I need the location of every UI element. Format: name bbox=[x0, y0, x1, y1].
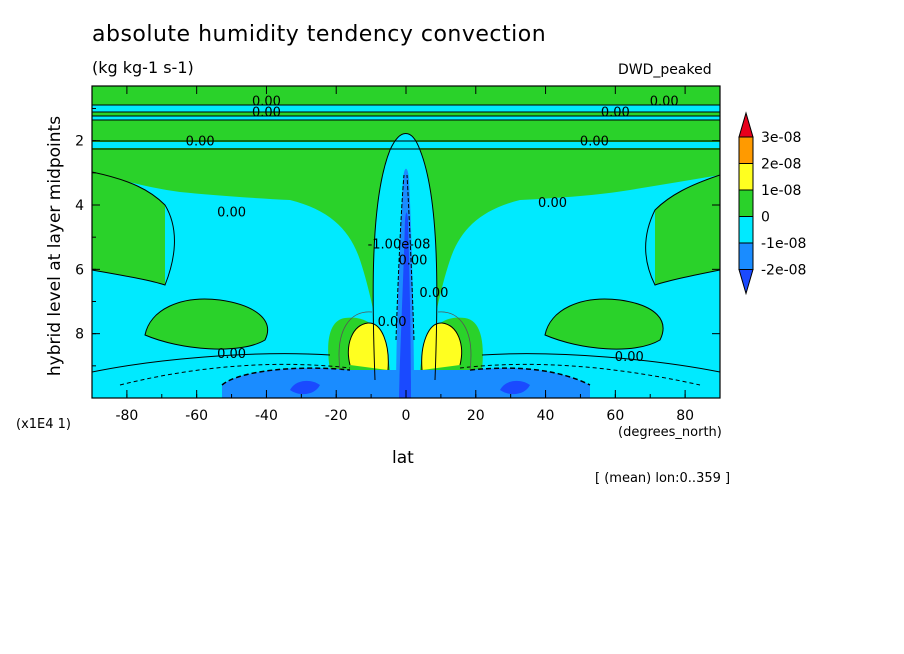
contour-label: 0.00 bbox=[650, 94, 679, 109]
contour-label: -1.00e-08 bbox=[368, 238, 431, 253]
chart-units: (kg kg-1 s-1) bbox=[92, 58, 194, 77]
y-ticks: 2 4 6 8 bbox=[75, 108, 720, 367]
x-tick-label: -40 bbox=[255, 408, 278, 424]
dataset-label: DWD_peaked bbox=[618, 62, 712, 78]
legend-label: -1e-08 bbox=[761, 236, 806, 252]
y-tick-label: 6 bbox=[75, 262, 84, 278]
contour-label: 0.00 bbox=[580, 135, 609, 150]
x-tick-label: 60 bbox=[606, 408, 624, 424]
contour-label: 0.00 bbox=[252, 94, 281, 109]
x-tick-label: -60 bbox=[185, 408, 208, 424]
legend-swatch bbox=[738, 242, 754, 270]
x-tick-label: 80 bbox=[676, 408, 694, 424]
legend-swatch bbox=[738, 269, 754, 296]
legend-label: 1e-08 bbox=[761, 183, 801, 199]
legend-swatch bbox=[738, 189, 754, 217]
contour-field bbox=[92, 86, 720, 398]
contour-label: 0.00 bbox=[186, 135, 215, 150]
x-ticks: -80 -60 -40 -20 0 20 40 60 80 bbox=[91, 86, 721, 424]
y-tick-label: 8 bbox=[75, 327, 84, 343]
legend-swatch bbox=[738, 163, 754, 191]
legend-label: 2e-08 bbox=[761, 157, 801, 173]
contour-label: 0.00 bbox=[217, 347, 246, 362]
contour-label: 0.00 bbox=[378, 315, 407, 330]
color-legend: 3e-08 2e-08 1e-08 0 -1e-08 -2e-08 bbox=[738, 111, 806, 296]
contour-label: 0.00 bbox=[615, 350, 644, 365]
contour-label: 0.00 bbox=[217, 205, 246, 220]
contour-label: 0.00 bbox=[399, 254, 428, 269]
x-tick-label: -20 bbox=[325, 408, 348, 424]
x-tick-label: -80 bbox=[115, 408, 138, 424]
chart-title: absolute humidity tendency convection bbox=[92, 22, 547, 47]
contour-labels: 0.000.00 0.000.000.00 0.000.000.000.00 0.00… bbox=[186, 94, 679, 365]
contour-label: 0.00 bbox=[601, 106, 630, 121]
x-tick-label: 0 bbox=[402, 408, 411, 424]
legend-label: 0 bbox=[761, 210, 770, 226]
legend-swatch bbox=[738, 136, 754, 164]
contour-label: 0.00 bbox=[252, 106, 281, 121]
x-axis-units: (degrees_north) bbox=[618, 425, 722, 440]
chart-subtitle: [ (mean) lon:0..359 ] bbox=[595, 471, 731, 486]
legend-swatch bbox=[738, 111, 754, 138]
legend-swatch bbox=[738, 216, 754, 244]
contour-label: 0.00 bbox=[538, 196, 567, 211]
contour-label: 0.00 bbox=[419, 286, 448, 301]
x-axis-label: lat bbox=[392, 448, 414, 468]
x-tick-label: 40 bbox=[537, 408, 555, 424]
y-tick-label: 2 bbox=[75, 134, 84, 150]
x-tick-label: 20 bbox=[467, 408, 485, 424]
legend-label: 3e-08 bbox=[761, 130, 801, 146]
y-tick-label: 4 bbox=[75, 198, 84, 214]
legend-label: -2e-08 bbox=[761, 263, 806, 279]
y-axis-scale: (x1E4 1) bbox=[16, 417, 71, 432]
